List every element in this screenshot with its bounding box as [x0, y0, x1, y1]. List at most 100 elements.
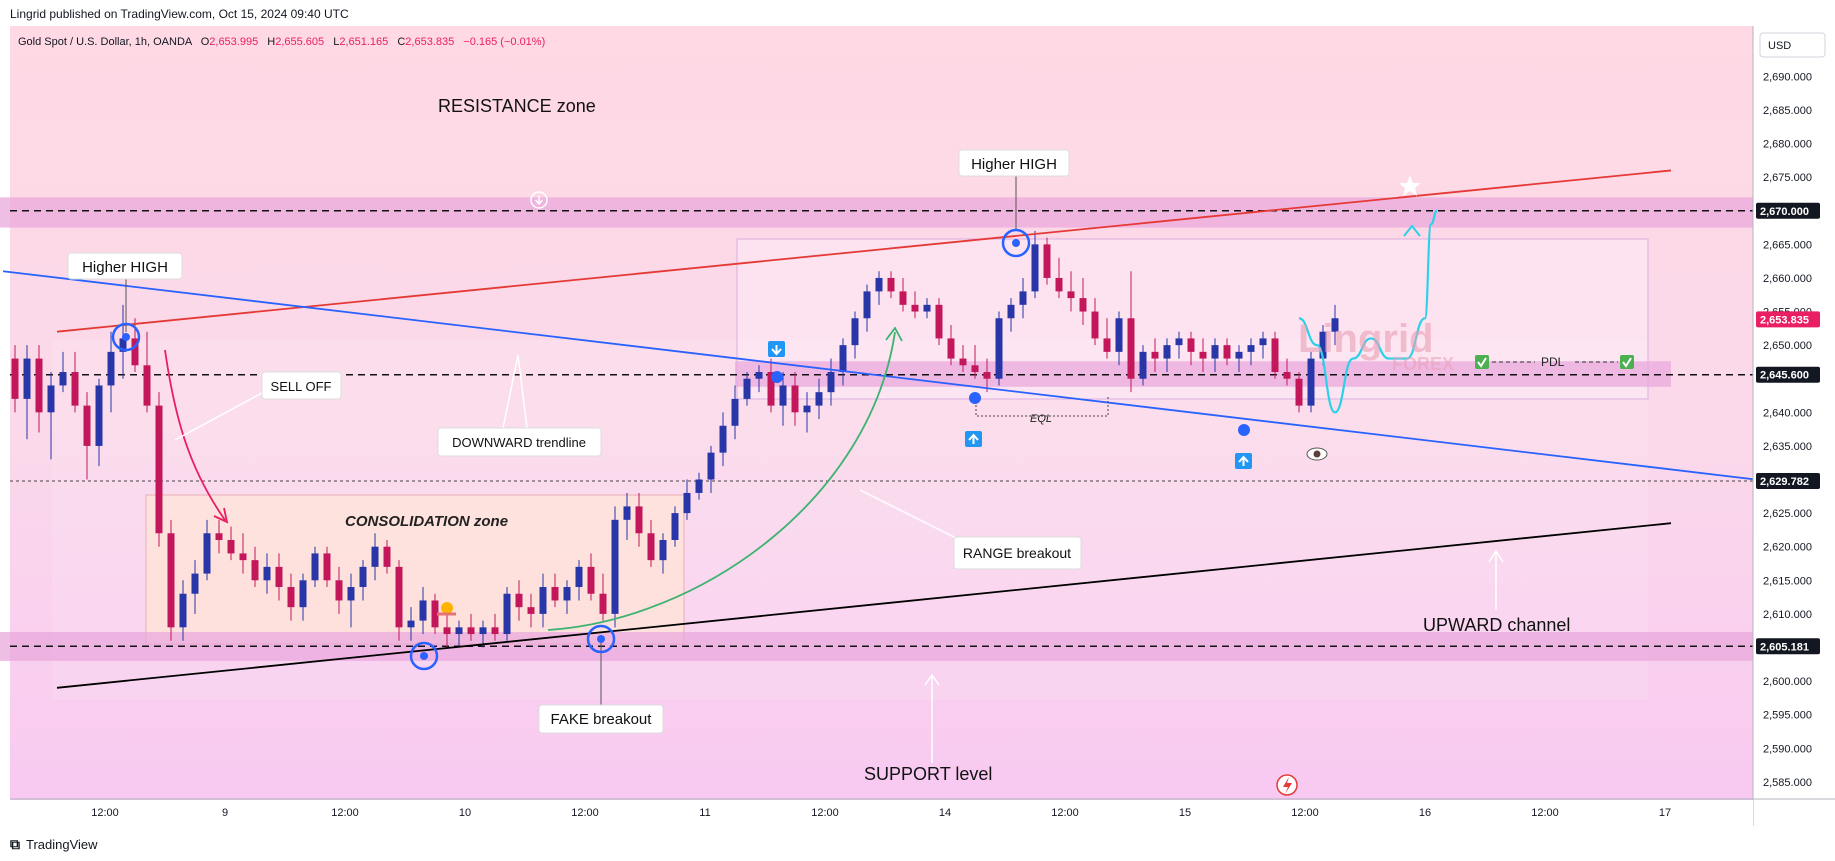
- svg-text:RANGE breakout: RANGE breakout: [963, 545, 1071, 561]
- candle: [827, 358, 835, 406]
- candle: [575, 560, 583, 601]
- candle: [755, 365, 763, 393]
- candle: [107, 331, 115, 413]
- svg-text:DOWNWARD trendline: DOWNWARD trendline: [452, 435, 586, 450]
- candle: [959, 345, 967, 373]
- price-axis[interactable]: [1753, 26, 1835, 826]
- candle: [479, 620, 487, 648]
- candle: [599, 573, 607, 621]
- tradingview-logo-icon: ⧉: [10, 836, 20, 852]
- price-tag: 2,645.600: [1756, 366, 1820, 383]
- candle: [1247, 338, 1255, 366]
- price-tag: 2,629.782: [1756, 472, 1820, 489]
- svg-text:2,653.835: 2,653.835: [1760, 314, 1809, 326]
- candle: [395, 560, 403, 641]
- candle: [323, 546, 331, 588]
- resistance-trendline: [56, 169, 1672, 333]
- snail-icon: [437, 602, 456, 616]
- candle: [563, 580, 571, 614]
- candle: [299, 573, 307, 621]
- ohlc-high: 2,655.605: [275, 36, 324, 48]
- trendline-dot-3: [1238, 424, 1250, 436]
- ohlc-close-prefix: C: [397, 36, 405, 48]
- pivot-circle-left: [111, 322, 141, 352]
- price-tick: 2,665.000: [1763, 239, 1812, 251]
- time-tick: 12:00: [1531, 807, 1559, 819]
- price-tick: 2,635.000: [1763, 441, 1812, 453]
- callout-downward-trendline: DOWNWARD trendline: [437, 427, 602, 457]
- currency-button[interactable]: USD: [1759, 32, 1826, 58]
- candle: [1223, 338, 1231, 366]
- candle: [971, 345, 979, 379]
- upward-channel-line: [56, 522, 1672, 689]
- candle: [1163, 338, 1171, 373]
- candle: [707, 445, 715, 493]
- candle: [1079, 277, 1087, 325]
- candle: [647, 519, 655, 567]
- down-circle-icon: [530, 191, 548, 209]
- price-tick: 2,620.000: [1763, 542, 1812, 554]
- candle: [683, 479, 691, 520]
- zone-resistance-band: [0, 197, 1767, 228]
- price-tick: 2,615.000: [1763, 575, 1812, 587]
- candle: [1091, 298, 1099, 346]
- candle: [1127, 271, 1135, 393]
- candle: [659, 533, 667, 574]
- time-tick: 12:00: [331, 807, 359, 819]
- candle: [1211, 338, 1219, 373]
- price-tag: 2,653.835: [1756, 311, 1820, 328]
- publisher-header: Lingrid published on TradingView.com, Oc…: [10, 7, 349, 21]
- symbol-header[interactable]: Gold Spot / U.S. Dollar, 1h, OANDA O2,65…: [18, 36, 545, 48]
- price-tick: 2,600.000: [1763, 676, 1812, 688]
- candle: [71, 351, 79, 413]
- trendline-dot-2: [969, 392, 981, 404]
- ohlc-low-prefix: L: [333, 36, 339, 48]
- candle: [263, 553, 271, 594]
- watermark-lingrid: Lingrid: [1298, 317, 1434, 361]
- time-tick: 12:00: [571, 807, 599, 819]
- callout-higher-high-left: Higher HIGH: [67, 252, 183, 280]
- price-tick: 2,685.000: [1763, 105, 1812, 117]
- candle: [1055, 257, 1063, 299]
- candle: [515, 580, 523, 621]
- candle: [191, 560, 199, 614]
- ohlc-change: −0.165 (−0.01%): [463, 36, 545, 48]
- ohlc-open: 2,653.995: [209, 36, 258, 48]
- time-axis[interactable]: [10, 800, 1753, 826]
- candle: [1007, 298, 1015, 332]
- candle: [23, 345, 31, 440]
- candle: [587, 553, 595, 601]
- ohlc-low: 2,651.165: [339, 36, 388, 48]
- candle: [275, 553, 283, 601]
- candle: [1103, 318, 1111, 359]
- candle: [1199, 338, 1207, 373]
- price-tick: 2,595.000: [1763, 710, 1812, 722]
- checkmark-icon-right: [1620, 355, 1634, 369]
- svg-text:USD: USD: [1768, 40, 1791, 52]
- svg-text:SELL OFF: SELL OFF: [271, 379, 332, 394]
- candle: [35, 345, 43, 433]
- svg-text:2,670.000: 2,670.000: [1760, 206, 1809, 218]
- candle: [863, 284, 871, 332]
- candle: [1019, 277, 1027, 319]
- zone-support-band: [0, 632, 1767, 661]
- candle: [1271, 331, 1279, 379]
- candlesticks: [11, 230, 1339, 648]
- range-callout-line: [859, 489, 971, 546]
- candle: [695, 472, 703, 500]
- price-tick: 2,640.000: [1763, 407, 1812, 419]
- star-icon: [1399, 175, 1421, 196]
- candle: [227, 526, 235, 561]
- tradingview-footer[interactable]: ⧉ TradingView: [10, 836, 98, 853]
- price-tags: 2,670.000 2,653.835 2,645.600 2,629.782 2,60…: [1756, 202, 1820, 655]
- candle: [1307, 351, 1315, 413]
- trendline-dot-1: [771, 371, 783, 383]
- support-level-label: SUPPORT level: [864, 764, 992, 784]
- price-tag: 2,605.181: [1756, 638, 1820, 655]
- resistance-zone-label: RESISTANCE zone: [438, 96, 596, 116]
- flash-icon[interactable]: [1276, 774, 1298, 796]
- chart-background: [10, 26, 1753, 826]
- candle: [923, 298, 931, 319]
- svg-text:FAKE breakout: FAKE breakout: [551, 711, 653, 728]
